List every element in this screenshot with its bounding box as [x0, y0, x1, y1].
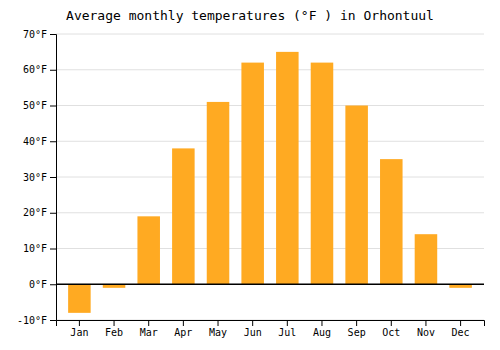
x-tick: Jan: [70, 320, 88, 338]
bar: [311, 63, 334, 285]
x-tick-label: Nov: [417, 327, 435, 338]
x-tick-mark: [79, 320, 80, 326]
bars: [56, 52, 484, 313]
y-tick-mark: [50, 213, 56, 214]
x-tick: Nov: [417, 320, 435, 338]
x-tick-mark: [321, 320, 322, 326]
y-tick-label: 40°F: [23, 136, 47, 147]
x-tick-label: Dec: [452, 327, 470, 338]
y-tick: 50°F: [23, 100, 56, 111]
x-tick-mark: [425, 320, 426, 326]
grid-line: [56, 177, 484, 178]
x-tick: Apr: [174, 320, 192, 338]
bar: [276, 52, 299, 284]
x-tick-label: Jan: [70, 327, 88, 338]
x-tick-mark: [460, 320, 461, 326]
y-tick-label: -10°F: [17, 315, 47, 326]
grid-line: [56, 212, 484, 213]
y-tick-mark: [50, 249, 56, 250]
x-tick-mark: [218, 320, 219, 326]
x-axis: Jan Feb Mar Apr May Jun Jul Aug Sep Oct Nov Dec: [57, 320, 485, 338]
y-axis-line: [50, 35, 57, 321]
y-tick-mark: [50, 106, 56, 107]
y-tick-label: 60°F: [23, 64, 47, 75]
bar: [345, 106, 368, 285]
x-tick: Jul: [278, 320, 296, 338]
y-tick: 20°F: [23, 207, 56, 218]
x-tick-mark: [183, 320, 184, 326]
plot: -10°F 0°F 10°F 20°F 30°F 40°F 50°F 60°F 70°F Jan F…: [17, 29, 485, 338]
baseline: [56, 284, 484, 286]
bar: [207, 102, 230, 284]
x-tick-mark: [114, 320, 115, 326]
x-tick: Oct: [382, 320, 400, 338]
bar: [68, 284, 91, 313]
y-tick: 10°F: [23, 243, 56, 254]
x-tick-label: Jun: [244, 327, 262, 338]
grid-line: [56, 284, 484, 285]
y-tick-label: 50°F: [23, 100, 47, 111]
x-tick-mark: [356, 320, 357, 326]
chart: -10°F 0°F 10°F 20°F 30°F 40°F 50°F 60°F 70°F Jan F…: [0, 0, 500, 350]
bar: [172, 148, 195, 284]
x-tick: Mar: [140, 320, 158, 338]
bar: [137, 216, 160, 284]
y-tick-mark: [50, 284, 56, 285]
x-tick-mark: [391, 320, 392, 326]
x-tick: Sep: [348, 320, 366, 338]
y-tick-mark: [50, 320, 56, 321]
x-tick-mark: [252, 320, 253, 326]
y-tick-mark: [50, 177, 56, 178]
x-tick-mark: [287, 320, 288, 326]
y-tick: 70°F: [23, 29, 56, 40]
y-axis: -10°F 0°F 10°F 20°F 30°F 40°F 50°F 60°F 70°F: [17, 29, 57, 326]
x-tick-mark: [148, 320, 149, 326]
x-tick: Aug: [313, 320, 331, 338]
x-tick: Jun: [244, 320, 262, 338]
y-tick-label: 70°F: [23, 29, 47, 40]
y-tick-label: 20°F: [23, 207, 47, 218]
grid-line: [56, 34, 484, 35]
x-axis-line: [57, 321, 485, 327]
grid: [56, 34, 484, 320]
grid-line: [56, 69, 484, 70]
y-tick-mark: [50, 34, 56, 35]
bar: [380, 159, 403, 284]
grid-line: [56, 141, 484, 142]
y-tick: 40°F: [23, 136, 56, 147]
x-tick-label: Oct: [382, 327, 400, 338]
bar: [415, 234, 438, 284]
y-tick-label: 30°F: [23, 172, 47, 183]
x-tick-label: Mar: [140, 327, 158, 338]
title: Average monthly temperatures (°F ) in Or…: [66, 8, 434, 23]
x-tick-label: May: [209, 327, 227, 338]
x-tick: May: [209, 320, 227, 338]
y-tick-mark: [50, 141, 56, 142]
bar: [241, 63, 264, 285]
y-tick-label: 10°F: [23, 243, 47, 254]
x-tick-label: Apr: [174, 327, 192, 338]
x-tick-label: Jul: [278, 327, 296, 338]
x-tick-label: Feb: [105, 327, 123, 338]
y-tick-label: 0°F: [29, 279, 47, 290]
x-tick-label: Sep: [348, 327, 366, 338]
y-tick: -10°F: [17, 315, 56, 326]
x-tick-label: Aug: [313, 327, 331, 338]
x-tick: Feb: [105, 320, 123, 338]
y-tick: 60°F: [23, 64, 56, 75]
x-tick: Dec: [452, 320, 470, 338]
grid-line: [56, 105, 484, 106]
y-tick: 0°F: [29, 279, 56, 290]
y-tick-mark: [50, 70, 56, 71]
y-tick: 30°F: [23, 172, 56, 183]
